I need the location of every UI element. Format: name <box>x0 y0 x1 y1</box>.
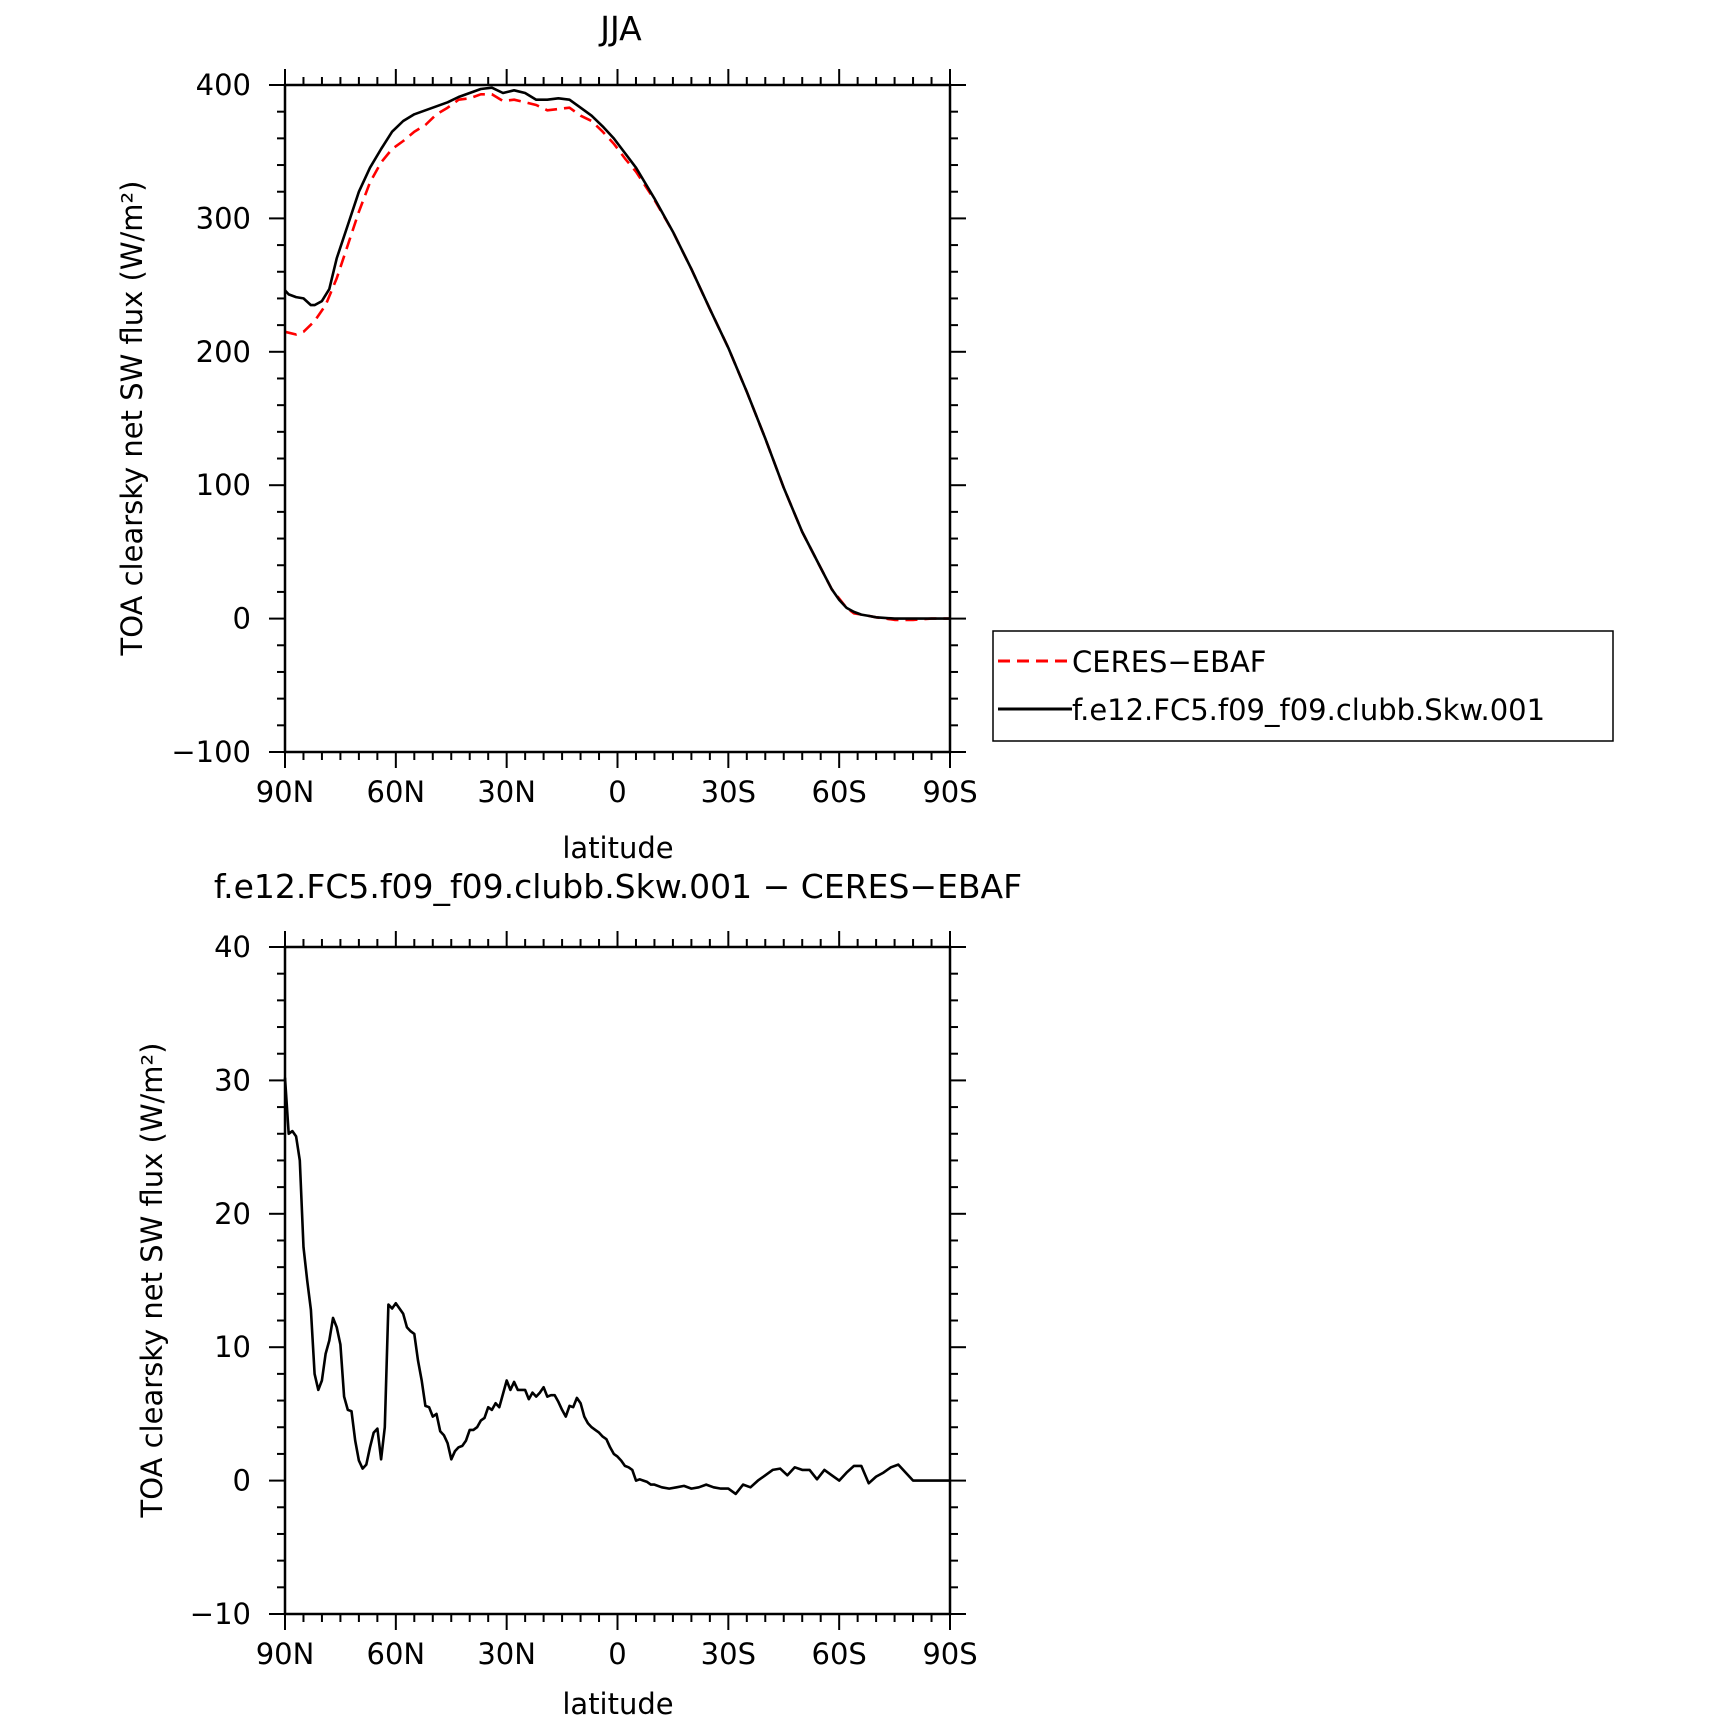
x-tick-label: 90S <box>922 1637 977 1671</box>
x-tick-label: 60S <box>812 775 867 809</box>
legend-label-ceres: CERES−EBAF <box>1072 645 1267 679</box>
y-tick-label: 10 <box>214 1330 251 1364</box>
y-axis-label: TOA clearsky net SW flux (W/m²) <box>115 181 149 657</box>
legend: CERES−EBAF f.e12.FC5.f09_f09.clubb.Skw.0… <box>992 630 1614 742</box>
y-axis-label: TOA clearsky net SW flux (W/m²) <box>135 1043 169 1519</box>
x-tick-label: 90S <box>922 775 977 809</box>
plot-frame <box>283 945 952 1616</box>
x-tick-label: 90N <box>256 1637 315 1671</box>
y-tick-label: 100 <box>196 468 251 502</box>
x-tick-label: 60N <box>367 1637 426 1671</box>
chart-panel-bottom: f.e12.FC5.f09_f09.clubb.Skw.001 − CERES−… <box>135 867 1022 1717</box>
y-tick-label: 0 <box>233 1464 251 1498</box>
legend-label-model: f.e12.FC5.f09_f09.clubb.Skw.001 <box>1072 693 1545 727</box>
y-tick-label: 20 <box>214 1197 251 1231</box>
y-tick-label: 300 <box>196 201 251 235</box>
series-line-difference <box>283 1077 950 1496</box>
x-tick-label: 60S <box>812 1637 867 1671</box>
plot-frame <box>283 83 952 754</box>
y-tick-label: 0 <box>233 602 251 636</box>
x-tick-label: 0 <box>608 1637 626 1671</box>
series-line-f-e12-fc5-f09-f09-clubb-skw-001 <box>284 86 950 620</box>
y-tick-label: 30 <box>214 1063 251 1097</box>
x-tick-label: 0 <box>608 775 626 809</box>
chart-title: JJA <box>598 9 642 48</box>
x-tick-label: 90N <box>256 775 315 809</box>
legend-box <box>992 630 1614 742</box>
y-tick-label: −10 <box>190 1597 251 1631</box>
x-tick-label: 60N <box>367 775 426 809</box>
series-line-ceres-ebaf <box>284 93 950 622</box>
x-tick-label: 30S <box>701 1637 756 1671</box>
x-axis-label: latitude <box>562 1687 673 1717</box>
y-tick-label: 400 <box>196 68 251 102</box>
y-tick-label: 40 <box>214 930 251 964</box>
x-axis-label: latitude <box>562 831 673 865</box>
x-tick-label: 30N <box>477 775 536 809</box>
y-tick-label: −100 <box>171 735 251 769</box>
x-tick-label: 30S <box>701 775 756 809</box>
y-tick-label: 200 <box>196 335 251 369</box>
x-tick-label: 30N <box>477 1637 536 1671</box>
chart-panel-top: JJA 90N 60N 30N 0 30S 60S 90S −100 0 100 200 300 400… <box>115 9 1614 865</box>
chart-title: f.e12.FC5.f09_f09.clubb.Skw.001 − CERES−… <box>214 867 1022 906</box>
